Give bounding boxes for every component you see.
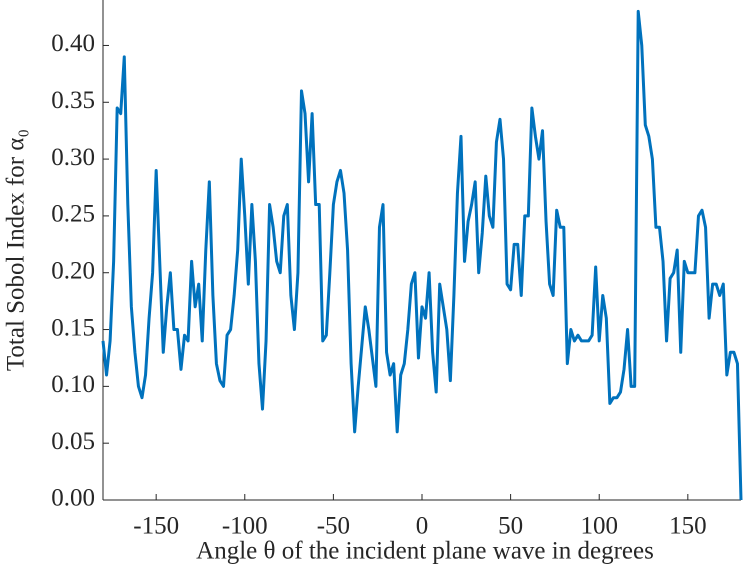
x-tick-label: -50 — [317, 513, 350, 540]
x-tick-label: 50 — [498, 513, 523, 540]
y-tick-label: 0.35 — [51, 87, 95, 114]
y-tick-label: 0.00 — [51, 485, 95, 512]
y-axis-label: Total Sobol Index for α₀ — [3, 129, 30, 371]
y-tick-label: 0.10 — [51, 371, 95, 398]
x-axis-label: Angle θ of the incident plane wave in de… — [196, 538, 654, 565]
y-tick-label: 0.20 — [51, 257, 95, 284]
y-tick-label: 0.25 — [51, 201, 95, 228]
y-tick-label: 0.05 — [51, 428, 95, 455]
x-tick-label: -100 — [222, 513, 268, 540]
y-tick-label: 0.40 — [51, 30, 95, 57]
y-tick-label: 0.30 — [51, 144, 95, 171]
x-tick-label: 0 — [416, 513, 429, 540]
data-line — [101, 9, 743, 501]
x-tick-label: 150 — [669, 513, 707, 540]
x-tick-label: -150 — [133, 513, 179, 540]
y-tick-label: 0.15 — [51, 314, 95, 341]
x-tick-label: 100 — [580, 513, 618, 540]
